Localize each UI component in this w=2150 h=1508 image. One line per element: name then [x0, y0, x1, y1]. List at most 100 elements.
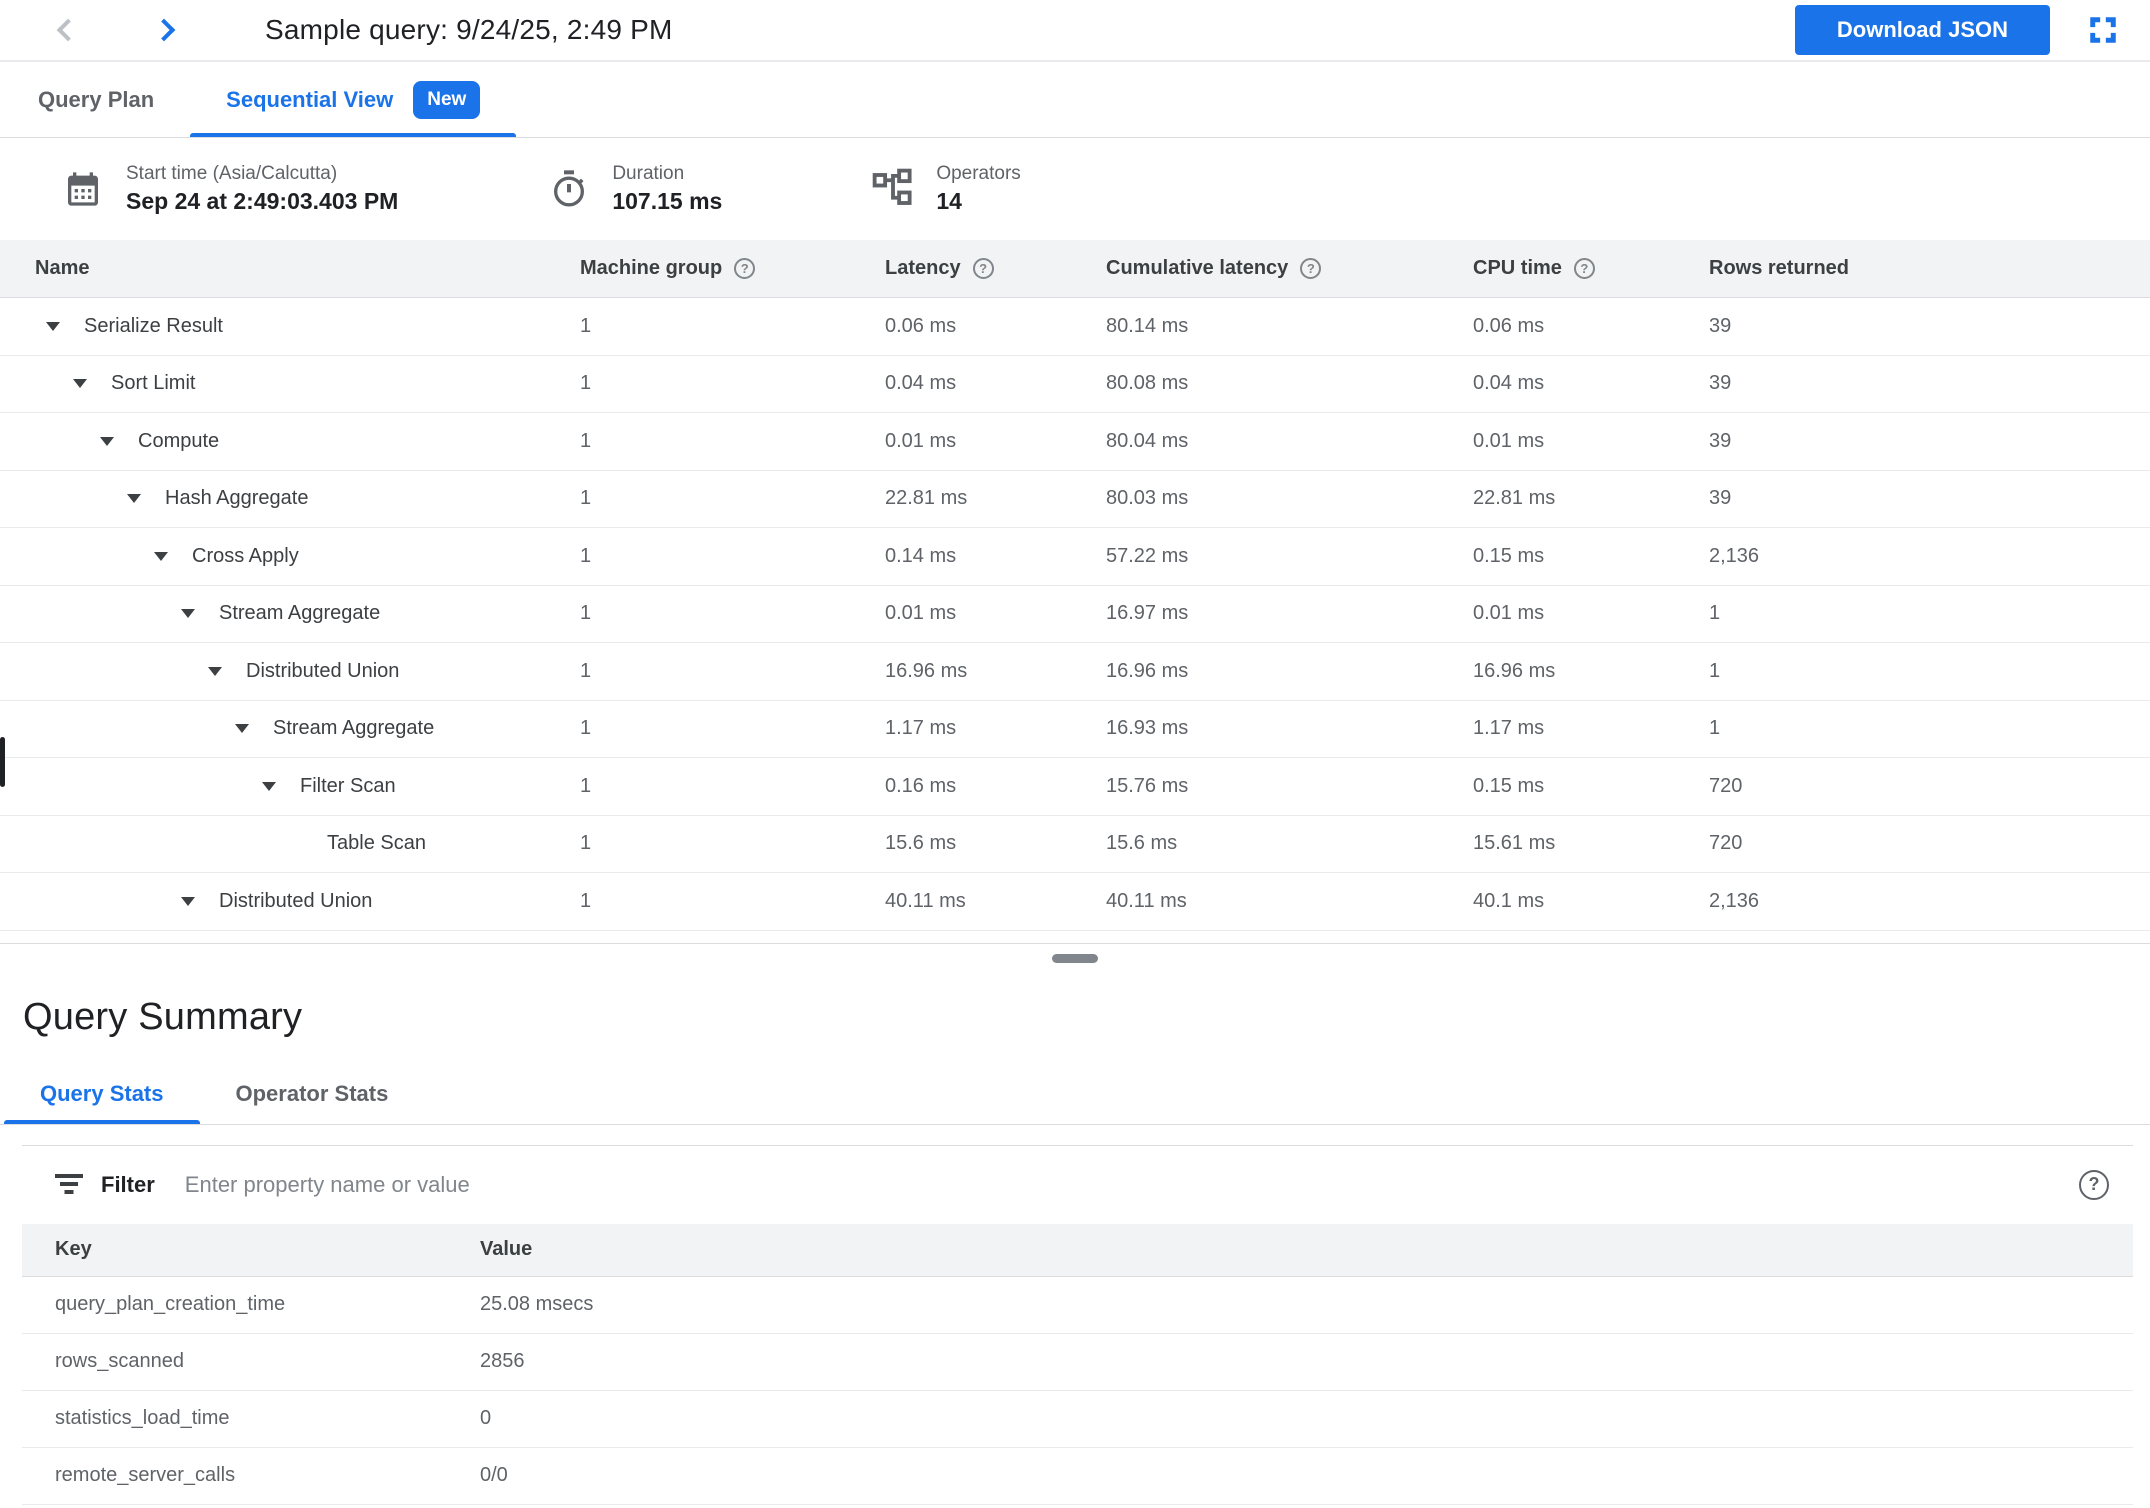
cumulative-latency-value: 80.04 ms: [1106, 429, 1189, 452]
cpu-time-value: 40.1 ms: [1473, 889, 1545, 912]
collapse-arrow-icon[interactable]: [235, 724, 249, 734]
operator-row[interactable]: Stream Aggregate 1 0.01 ms 16.97 ms 0.01…: [0, 586, 2150, 643]
collapse-arrow-icon[interactable]: [262, 781, 276, 791]
col-cpu-time-label: CPU time: [1473, 257, 1562, 279]
latency-value: 1.17 ms: [885, 717, 957, 740]
collapse-arrow-icon[interactable]: [181, 896, 195, 906]
operator-row[interactable]: Serialize Result 1 0.06 ms 80.14 ms 0.06…: [0, 298, 2150, 356]
operator-row[interactable]: Hash Aggregate 1 22.81 ms 80.03 ms 22.81…: [0, 471, 2150, 528]
drag-handle[interactable]: [1052, 953, 1098, 963]
forward-button[interactable]: [147, 10, 187, 50]
rows-returned-value: 39: [1709, 314, 1732, 337]
stats-row[interactable]: remote_server_calls 0/0: [22, 1448, 2133, 1505]
col-rows-returned-label: Rows returned: [1709, 257, 1850, 279]
latency-value: 0.01 ms: [885, 602, 957, 625]
tab-operator-stats[interactable]: Operator Stats: [200, 1065, 425, 1124]
collapse-arrow-icon[interactable]: [100, 436, 114, 446]
collapse-arrow-icon[interactable]: [208, 666, 222, 676]
machine-group-value: 1: [580, 487, 592, 510]
collapse-arrow-icon[interactable]: [181, 609, 195, 619]
machine-group-value: 1: [580, 659, 592, 682]
stats-row[interactable]: query_plan_creation_time 25.08 msecs: [22, 1277, 2133, 1334]
col-cpu-time[interactable]: CPU time ?: [1473, 257, 1709, 280]
col-rows-returned[interactable]: Rows returned: [1709, 257, 2150, 280]
cpu-time-value: 0.01 ms: [1473, 429, 1545, 452]
cumulative-latency-value: 16.97 ms: [1106, 602, 1189, 625]
chevron-left-icon: [56, 18, 80, 42]
tab-query-stats-label: Query Stats: [40, 1081, 164, 1106]
operator-row[interactable]: Distributed Union 1 16.96 ms 16.96 ms 16…: [0, 643, 2150, 701]
col-name[interactable]: Name: [0, 257, 580, 280]
stats-row[interactable]: statistics_load_time 0: [22, 1391, 2133, 1448]
back-button[interactable]: [45, 10, 85, 50]
start-time-item: Start time (Asia/Calcutta) Sep 24 at 2:4…: [62, 163, 398, 215]
col-name-label: Name: [35, 257, 90, 279]
collapse-arrow-icon[interactable]: [154, 551, 168, 561]
filter-help-icon[interactable]: ?: [2079, 1169, 2109, 1200]
operators-item: Operators 14: [872, 163, 1021, 215]
machine-group-value: 1: [580, 429, 592, 452]
tree-indent: [0, 901, 181, 902]
cumulative-latency-value: 80.14 ms: [1106, 314, 1189, 337]
rows-returned-value: 2,136: [1709, 889, 1760, 912]
download-json-button[interactable]: Download JSON: [1794, 5, 2050, 55]
key-header: Key: [55, 1238, 92, 1260]
latency-value: 0.06 ms: [885, 314, 957, 337]
operator-row[interactable]: Cross Apply 1 0.14 ms 57.22 ms 0.15 ms 2…: [0, 528, 2150, 586]
operator-row[interactable]: Distributed Union 1 40.11 ms 40.11 ms 40…: [0, 873, 2150, 931]
filter-row: Filter ?: [22, 1146, 2133, 1224]
machine-group-help-icon[interactable]: ?: [734, 258, 756, 279]
stats-row[interactable]: rows_scanned 2856: [22, 1334, 2133, 1391]
cpu-time-help-icon[interactable]: ?: [1573, 258, 1595, 279]
operator-row[interactable]: Stream Aggregate 1 1.17 ms 16.93 ms 1.17…: [0, 701, 2150, 758]
stats-table-body: query_plan_creation_time 25.08 msecs row…: [22, 1277, 2133, 1505]
rows-returned-value: 39: [1709, 487, 1732, 510]
col-cumulative-latency-label: Cumulative latency: [1106, 257, 1289, 279]
operator-row[interactable]: Compute 1 0.01 ms 80.04 ms 0.01 ms 39: [0, 413, 2150, 471]
col-latency[interactable]: Latency ?: [885, 257, 1106, 280]
operator-name: Serialize Result: [84, 314, 223, 337]
tab-operator-stats-label: Operator Stats: [235, 1081, 389, 1106]
cpu-time-value: 0.15 ms: [1473, 774, 1545, 797]
cumulative-latency-value: 80.03 ms: [1106, 487, 1189, 510]
filter-label: Filter: [101, 1171, 155, 1197]
machine-group-value: 1: [580, 717, 592, 740]
tree-indent: [0, 613, 181, 614]
duration-item: Duration 107.15 ms: [548, 163, 722, 215]
tab-query-plan[interactable]: Query Plan: [2, 62, 190, 137]
duration-label: Duration: [612, 163, 685, 184]
tab-query-stats[interactable]: Query Stats: [4, 1065, 200, 1124]
stat-value: 0/0: [480, 1464, 508, 1486]
collapse-arrow-icon[interactable]: [73, 379, 87, 389]
operator-row[interactable]: Sort Limit 1 0.04 ms 80.08 ms 0.04 ms 39: [0, 356, 2150, 413]
col-machine-group[interactable]: Machine group ?: [580, 257, 885, 280]
collapse-arrow-icon[interactable]: [127, 494, 141, 504]
operator-name: Distributed Union: [246, 659, 400, 682]
stat-value: 25.08 msecs: [480, 1293, 594, 1315]
col-cumulative-latency[interactable]: Cumulative latency ?: [1106, 257, 1473, 280]
tab-sequential-view[interactable]: Sequential View New: [190, 62, 517, 137]
latency-help-icon[interactable]: ?: [972, 258, 994, 279]
cumulative-latency-value: 15.6 ms: [1106, 832, 1178, 855]
operator-row[interactable]: Table Scan 1 15.6 ms 15.6 ms 15.61 ms 72…: [0, 816, 2150, 873]
cumulative-latency-value: 16.93 ms: [1106, 717, 1189, 740]
stopwatch-icon: [548, 166, 590, 212]
col-latency-label: Latency: [885, 257, 961, 279]
rows-returned-value: 39: [1709, 429, 1732, 452]
cumulative-latency-value: 40.11 ms: [1106, 889, 1187, 912]
start-time-value: Sep 24 at 2:49:03.403 PM: [126, 188, 399, 214]
operator-name: Distributed Union: [219, 889, 373, 912]
tab-sequential-view-label: Sequential View: [226, 86, 394, 112]
cumulative-latency-help-icon[interactable]: ?: [1300, 258, 1322, 279]
operator-table: Name Machine group ? Latency ? Cumulativ…: [0, 240, 2150, 931]
fullscreen-icon[interactable]: [2086, 13, 2120, 47]
latency-value: 0.14 ms: [885, 544, 957, 567]
left-scrollbar-thumb[interactable]: [0, 737, 5, 787]
tree-indent: [0, 441, 100, 442]
operator-row[interactable]: Filter Scan 1 0.16 ms 15.76 ms 0.15 ms 7…: [0, 758, 2150, 816]
filter-input[interactable]: [184, 1171, 2079, 1198]
tree-indent: [0, 728, 235, 729]
tree-indent: [0, 556, 154, 557]
collapse-arrow-icon[interactable]: [46, 321, 60, 331]
query-summary-title: Query Summary: [23, 995, 303, 1038]
